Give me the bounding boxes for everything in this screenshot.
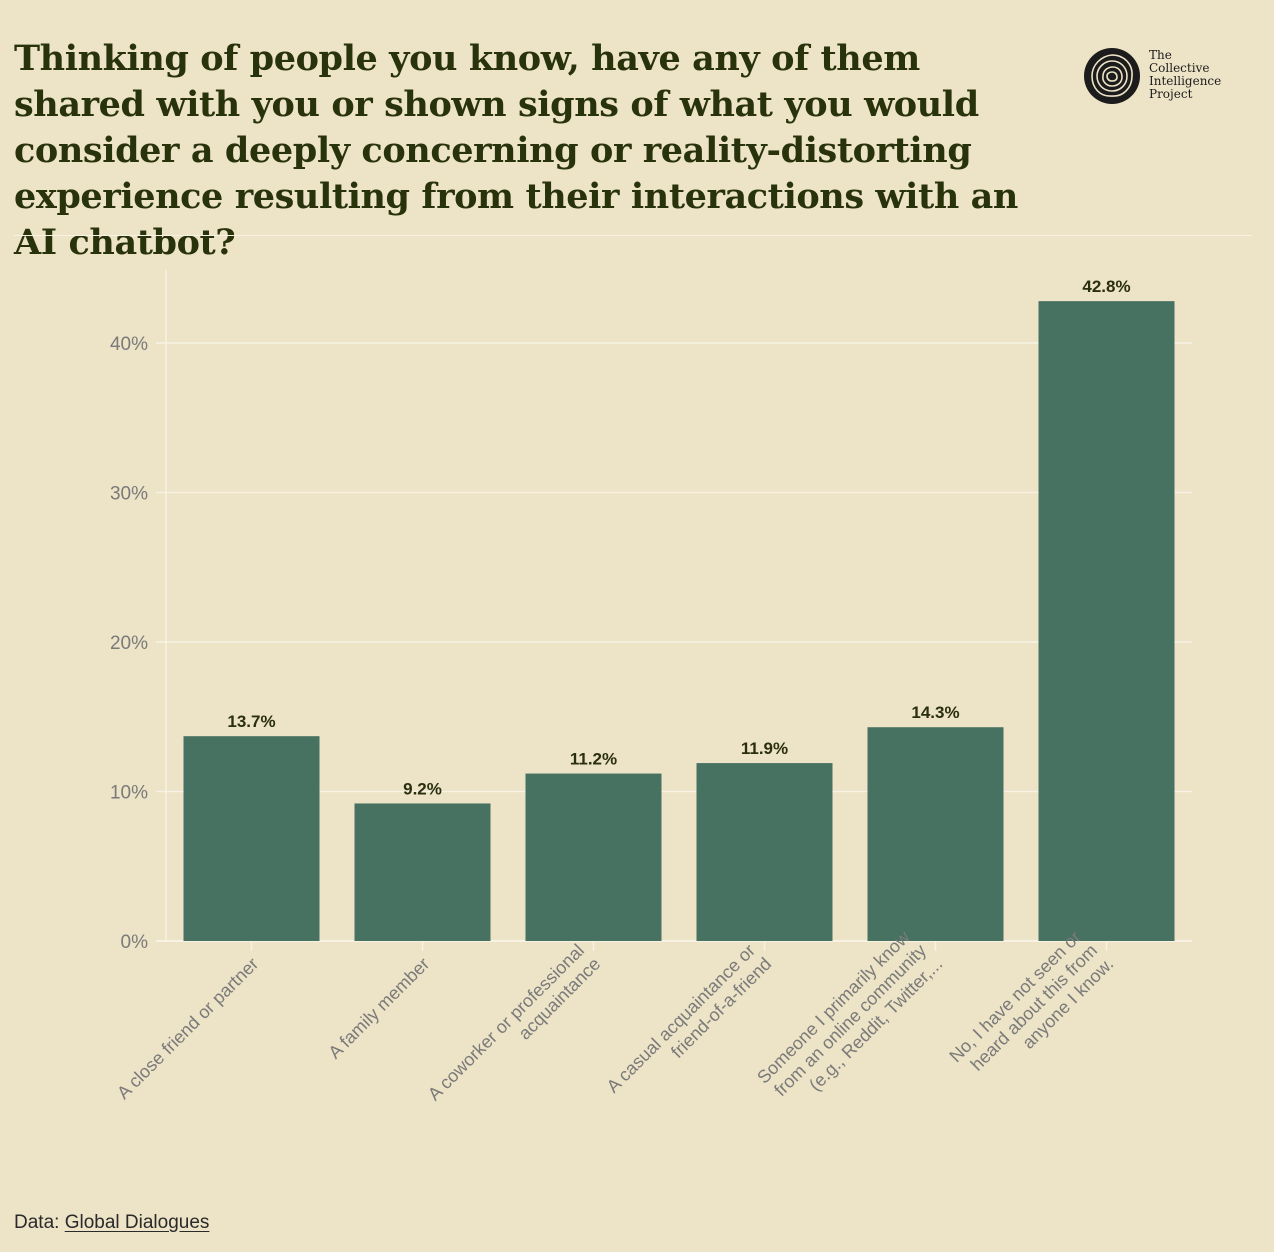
logo-line: The — [1149, 48, 1172, 62]
x-tick-label: A close friend or partner — [113, 954, 262, 1103]
bar — [183, 736, 320, 941]
bar-value-label: 42.8% — [1082, 277, 1130, 296]
x-tick-label: A casual acquaintance orfriend-of-a-frie… — [603, 940, 776, 1096]
logo-line: Collective — [1149, 61, 1210, 75]
logo-line: Intelligence — [1149, 74, 1222, 88]
bar-value-label: 11.9% — [741, 739, 788, 758]
y-tick-label: 40% — [110, 334, 148, 355]
bar — [867, 727, 1004, 941]
x-tick-label-line: heard about this from — [967, 940, 1101, 1074]
y-tick-label: 0% — [121, 932, 149, 953]
y-tick-label: 20% — [110, 633, 148, 654]
x-tick-label-line: A casual acquaintance or — [603, 940, 759, 1096]
bar-chart: 0% 10% 20% 30% 40% 13.7% A close friend or par… — [110, 270, 1192, 1104]
x-tick-label-line: A family member — [324, 954, 433, 1063]
concentric-rings-icon — [1084, 48, 1140, 104]
bar — [1038, 301, 1175, 941]
title-divider — [14, 235, 1252, 236]
logo-line: Project — [1149, 87, 1193, 101]
y-tick-label: 10% — [110, 783, 148, 804]
x-tick-label-line: A close friend or partner — [113, 954, 262, 1103]
bar — [525, 773, 662, 941]
global-dialogues-link[interactable]: Global Dialogues — [64, 1212, 210, 1233]
bar-value-label: 11.2% — [570, 750, 617, 769]
bar-value-label: 14.3% — [911, 703, 959, 722]
bar-value-label: 9.2% — [403, 779, 442, 798]
bar-value-label: 13.7% — [227, 712, 275, 731]
bar — [696, 763, 833, 941]
bar — [354, 803, 491, 941]
data-source-prefix: Data: — [14, 1212, 65, 1233]
data-source: Data: Global Dialogues — [14, 1212, 209, 1234]
x-tick-label-line: A coworker or professional — [424, 940, 588, 1104]
chart-title: Thinking of people you know, have any of… — [14, 38, 1018, 263]
y-tick-label: 30% — [110, 484, 148, 505]
x-tick-label-line: from an online community — [770, 940, 930, 1100]
x-tick-label: A family member — [324, 954, 433, 1063]
logo[interactable]: The Collective Intelligence Project — [1082, 46, 1242, 108]
logo-text: The Collective Intelligence Project — [1149, 49, 1249, 101]
